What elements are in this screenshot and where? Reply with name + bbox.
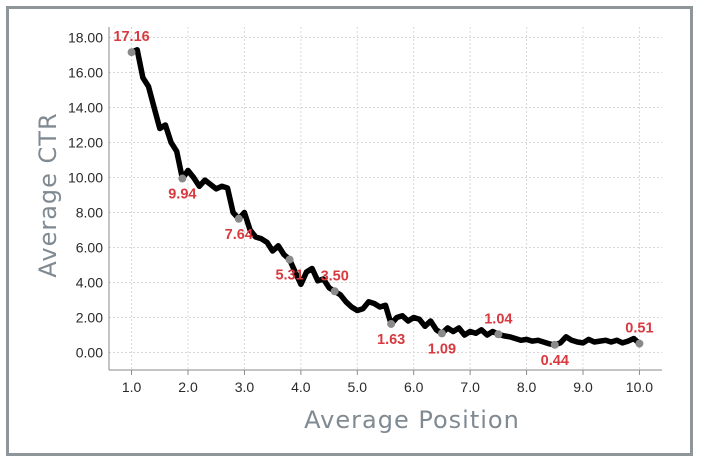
data-label: 7.64 bbox=[225, 227, 253, 243]
chart-frame bbox=[6, 6, 693, 456]
x-tick-label: 4.0 bbox=[291, 379, 311, 395]
data-label: 1.09 bbox=[428, 341, 456, 357]
data-point bbox=[178, 174, 187, 183]
y-tick-label: 10.00 bbox=[68, 170, 103, 186]
y-tick-label: 18.00 bbox=[68, 30, 103, 46]
data-label: 3.50 bbox=[321, 268, 349, 284]
data-point bbox=[437, 329, 446, 338]
data-label: 5.31 bbox=[275, 268, 303, 284]
data-point bbox=[494, 330, 503, 339]
y-tick-label: 2.00 bbox=[76, 310, 103, 326]
data-point bbox=[127, 48, 136, 57]
data-point bbox=[550, 340, 559, 349]
y-tick-label: 6.00 bbox=[76, 240, 103, 256]
x-tick-label: 10.0 bbox=[626, 379, 653, 395]
data-point bbox=[285, 255, 294, 264]
x-axis-title: Average Position bbox=[304, 406, 520, 434]
x-tick-label: 6.0 bbox=[404, 379, 424, 395]
axes-layer: 0.00 2.00 4.00 6.00 8.00 10.00 12.00 14.00 16.00… bbox=[68, 27, 662, 395]
y-tick-label: 14.00 bbox=[68, 100, 103, 116]
y-tick-label: 0.00 bbox=[76, 345, 103, 361]
data-labels-layer: 17.16 9.94 7.64 5.31 3.50 1.63 1.09 1.04 0.44 0.5… bbox=[113, 29, 653, 369]
data-label: 17.16 bbox=[113, 29, 149, 45]
series-layer bbox=[127, 47, 644, 349]
y-tick-label: 8.00 bbox=[76, 205, 103, 221]
data-label: 0.51 bbox=[625, 321, 653, 337]
data-label: 1.04 bbox=[484, 311, 512, 327]
data-point bbox=[387, 319, 396, 328]
data-label: 9.94 bbox=[168, 187, 196, 203]
x-tick-label: 8.0 bbox=[517, 379, 537, 395]
x-tick-label: 2.0 bbox=[178, 379, 198, 395]
x-tick-label: 7.0 bbox=[460, 379, 480, 395]
y-tick-label: 4.00 bbox=[76, 275, 103, 291]
x-tick-label: 9.0 bbox=[573, 379, 593, 395]
x-tick-label: 5.0 bbox=[348, 379, 368, 395]
data-point bbox=[330, 287, 339, 296]
x-tick-label: 3.0 bbox=[235, 379, 255, 395]
data-point bbox=[635, 339, 644, 348]
data-label: 0.44 bbox=[541, 353, 569, 369]
x-tick-label: 1.0 bbox=[122, 379, 142, 395]
y-tick-label: 16.00 bbox=[68, 65, 103, 81]
series-line bbox=[128, 47, 643, 348]
data-point bbox=[234, 214, 243, 223]
y-tick-label: 12.00 bbox=[68, 135, 103, 151]
data-label: 1.63 bbox=[377, 332, 405, 348]
y-axis-title: Average CTR bbox=[34, 112, 62, 277]
